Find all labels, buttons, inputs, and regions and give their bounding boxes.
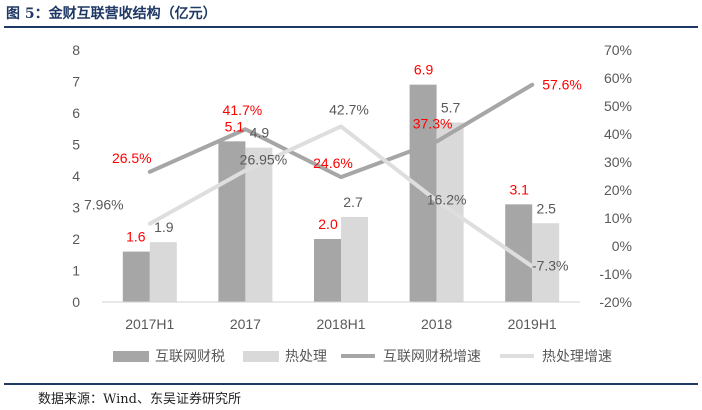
left-axis-tick-label: 1	[72, 263, 80, 279]
figure-title: 图 5：金财互联营收结构（亿元）	[6, 6, 217, 22]
title-bar: 图 5：金财互联营收结构（亿元）	[4, 2, 698, 28]
right-axis-tick-label: 50%	[604, 98, 632, 114]
left-axis-tick-label: 6	[72, 105, 80, 121]
bar-heat-treatment	[532, 223, 560, 302]
x-axis-category-label: 2017H1	[125, 316, 174, 332]
line-data-label-internet-tax-growth: 41.7%	[223, 102, 263, 118]
line-data-label-heat-growth: 26.95%	[240, 152, 287, 168]
bar-data-label-internet-tax: 1.6	[126, 229, 146, 245]
x-axis-category-label: 2018	[421, 316, 452, 332]
x-axis-category-label: 2019H1	[508, 316, 557, 332]
bar-data-label-heat: 2.7	[343, 194, 363, 210]
right-axis-tick-label: -20%	[599, 294, 632, 310]
combo-chart: 0 1 2 3 4 5 6 7 8 -20% -10% 0% 10% 20% 30% 40% 50% 60% 70%…	[72, 42, 632, 365]
footer-rule	[4, 383, 698, 385]
left-axis-tick-label: 3	[72, 200, 80, 216]
right-axis-tick-label: 10%	[604, 210, 632, 226]
right-axis-tick-label: 40%	[604, 126, 632, 142]
line-data-label-heat-growth: 16.2%	[427, 192, 467, 208]
bar-heat-treatment	[149, 242, 177, 302]
legend-swatch-bar	[113, 351, 149, 362]
right-axis-tick-label: 30%	[604, 154, 632, 170]
line-data-label-heat-growth: -7.3%	[532, 257, 569, 273]
line-data-label-internet-tax-growth: 57.6%	[542, 77, 582, 93]
line-data-label-heat-growth: 7.96%	[84, 197, 124, 213]
line-data-label-internet-tax-growth: 24.6%	[313, 155, 353, 171]
bar-heat-treatment	[245, 147, 273, 302]
legend-label: 热处理	[285, 349, 327, 365]
right-axis-tick-label: 70%	[604, 42, 632, 58]
bar-heat-treatment	[341, 216, 368, 302]
bar-internet-tax	[122, 251, 150, 302]
right-axis-tick-label: 20%	[604, 182, 632, 198]
right-axis-tick-label: 0%	[612, 238, 632, 254]
legend-swatch-bar	[243, 351, 279, 362]
line-internet-tax-growth	[147, 82, 535, 180]
bar-data-label-internet-tax: 6.9	[414, 62, 434, 78]
left-axis-tick-label: 7	[72, 74, 80, 90]
line-data-label-internet-tax-growth: 26.5%	[112, 150, 152, 166]
x-axis-category-label: 2018H1	[316, 316, 365, 332]
bar-internet-tax	[314, 239, 341, 302]
left-axis-tick-label: 5	[72, 137, 80, 153]
bar-data-label-internet-tax: 5.1	[225, 118, 245, 134]
x-axis-category-label: 2017	[230, 316, 261, 332]
bar-data-label-heat: 4.9	[250, 125, 270, 141]
bar-data-label-heat: 1.9	[154, 219, 174, 235]
bar-internet-tax	[409, 84, 437, 303]
bar-data-label-internet-tax: 3.1	[509, 181, 529, 197]
right-axis-tick-label: 60%	[604, 70, 632, 86]
legend-label: 互联网财税增速	[383, 349, 481, 365]
left-axis-tick-label: 8	[72, 42, 80, 58]
left-axis-tick-label: 0	[72, 294, 80, 310]
bar-data-label-heat: 2.5	[536, 200, 556, 216]
bar-data-label-heat: 5.7	[441, 99, 461, 115]
line-data-label-heat-growth: 42.7%	[329, 101, 369, 117]
line-heat-treatment-growth	[147, 124, 535, 269]
legend-label: 热处理增速	[542, 349, 612, 365]
left-axis-tick-label: 4	[72, 168, 80, 184]
data-source-note: 数据来源：Wind、东吴证券研究所	[38, 392, 241, 407]
line-data-label-internet-tax-growth: 37.3%	[413, 116, 453, 132]
legend-label: 互联网财税	[155, 349, 225, 365]
bar-internet-tax	[505, 204, 533, 302]
bar-internet-tax	[218, 141, 246, 302]
right-axis-tick-label: -10%	[599, 266, 632, 282]
left-axis-tick-label: 2	[72, 231, 80, 247]
bar-data-label-internet-tax: 2.0	[318, 216, 338, 232]
